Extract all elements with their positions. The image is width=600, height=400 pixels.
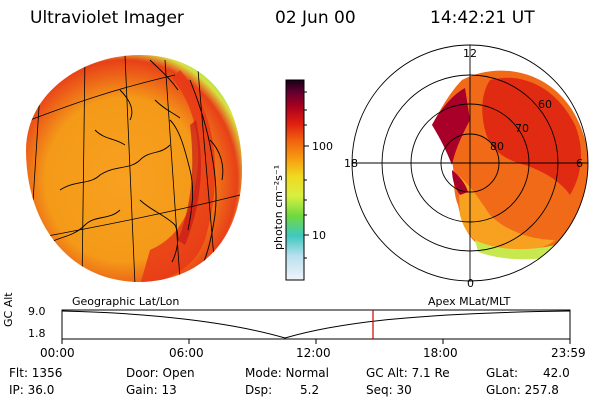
seq-info: Seq: 30 xyxy=(366,383,412,397)
timeline-ytick-high: 9.0 xyxy=(28,305,46,318)
lat-label-70: 70 xyxy=(515,122,529,135)
mlt-label-0: 0 xyxy=(467,277,474,290)
colorbar-tick-10: 10 xyxy=(312,229,326,242)
mlt-label-12: 12 xyxy=(463,47,477,60)
ip-info: IP: 36.0 xyxy=(9,383,55,397)
gc-alt-info: GC Alt: 7.1 Re xyxy=(366,366,450,380)
instrument-title: Ultraviolet Imager xyxy=(30,8,184,28)
glat-label: GLat: xyxy=(486,366,519,380)
timeline-xtick-1800: 18:00 xyxy=(423,346,458,360)
timeline-xtick-0000: 00:00 xyxy=(40,346,75,360)
flt-info: Flt: 1356 xyxy=(9,366,63,380)
mode-info: Mode: Normal xyxy=(245,366,329,380)
colorbar-tick-100: 100 xyxy=(312,140,333,153)
apex-caption: Apex MLat/MLT xyxy=(428,295,511,308)
gain-info: Gain: 13 xyxy=(126,383,177,397)
door-info: Door: Open xyxy=(126,366,195,380)
timeline-xtick-0600: 06:00 xyxy=(169,346,204,360)
timeline-ytick-low: 1.8 xyxy=(28,327,46,340)
lat-label-60: 60 xyxy=(538,98,552,111)
time-label: 14:42:21 UT xyxy=(430,8,535,28)
glon-info: GLon: 257.8 xyxy=(486,383,559,397)
colorbar-unit-label: photon cm⁻²s⁻¹ xyxy=(272,164,285,250)
timeline-xtick-1200: 12:00 xyxy=(296,346,331,360)
mlt-label-18: 18 xyxy=(344,157,358,170)
dsp-value: 5.2 xyxy=(300,383,320,397)
timeline-ylabel: GC Alt xyxy=(2,292,15,327)
dsp-label: Dsp: xyxy=(245,383,273,397)
lat-label-80: 80 xyxy=(490,140,504,153)
timeline-xtick-2359: 23:59 xyxy=(551,346,586,360)
geographic-caption: Geographic Lat/Lon xyxy=(72,295,180,308)
polar-map xyxy=(351,44,589,282)
mlt-label-6: 6 xyxy=(576,157,583,170)
date-label: 02 Jun 00 xyxy=(275,8,356,28)
glat-value: 42.0 xyxy=(543,366,570,380)
timeline-plot xyxy=(61,309,571,344)
geographic-map xyxy=(26,55,242,282)
colorbar xyxy=(285,79,309,281)
